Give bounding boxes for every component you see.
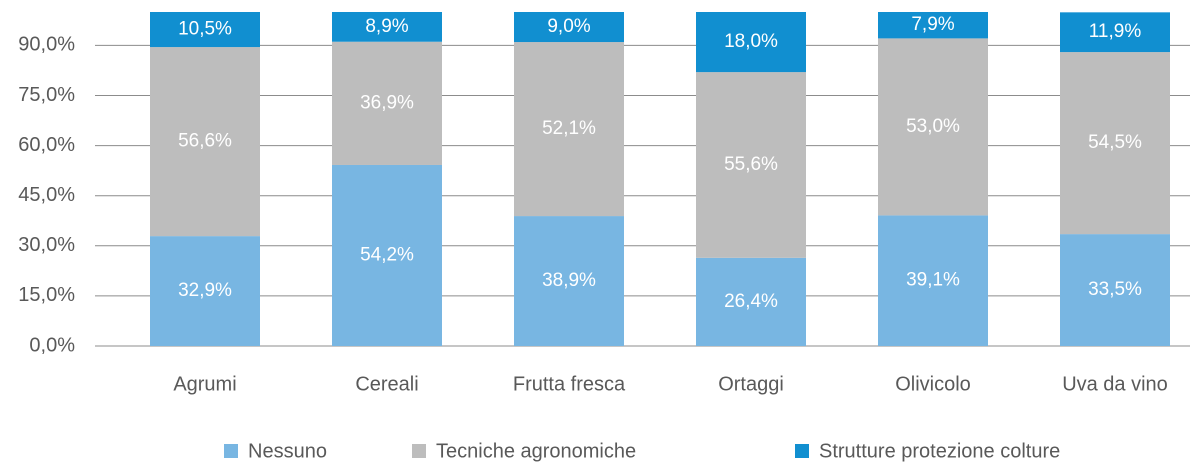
data-label: 39,1% — [906, 270, 960, 291]
y-tick-label: 0,0% — [29, 334, 75, 356]
bar-segment — [696, 12, 806, 73]
data-label: 54,5% — [1088, 132, 1142, 153]
data-label: 8,9% — [365, 16, 408, 37]
bar-segment — [150, 236, 260, 346]
x-tick-label: Cereali — [355, 373, 418, 395]
data-label: 38,9% — [542, 270, 596, 291]
bar-segment — [1060, 52, 1170, 235]
legend-swatch — [412, 444, 426, 458]
y-tick-label: 75,0% — [18, 84, 75, 106]
bar-segment — [332, 41, 442, 165]
data-label: 18,0% — [724, 31, 778, 52]
y-tick-label: 60,0% — [18, 134, 75, 156]
bar-segment — [696, 257, 806, 346]
y-tick-label: 15,0% — [18, 284, 75, 306]
data-label: 10,5% — [178, 19, 232, 40]
data-label: 26,4% — [724, 291, 778, 312]
bar-segment — [878, 12, 988, 39]
data-label: 55,6% — [724, 154, 778, 175]
bar-segment — [696, 72, 806, 258]
data-label: 9,0% — [547, 16, 590, 37]
x-tick-label: Ortaggi — [718, 373, 784, 395]
bar-segment — [332, 164, 442, 346]
bar-segment — [514, 216, 624, 346]
y-tick-label: 90,0% — [18, 34, 75, 56]
y-tick-label: 45,0% — [18, 184, 75, 206]
bar-segment — [150, 47, 260, 237]
legend-label: Tecniche agronomiche — [436, 440, 636, 462]
data-label: 32,9% — [178, 280, 232, 301]
x-tick-label: Agrumi — [173, 373, 236, 395]
data-label: 7,9% — [911, 14, 954, 35]
x-tick-label: Frutta fresca — [513, 373, 626, 395]
y-tick-label: 30,0% — [18, 234, 75, 256]
legend-label: Strutture protezione colture — [819, 440, 1060, 462]
data-label: 56,6% — [178, 131, 232, 152]
bar-segment — [514, 12, 624, 43]
legend-label: Nessuno — [248, 440, 327, 462]
data-label: 33,5% — [1088, 279, 1142, 300]
x-tick-label: Olivicolo — [895, 373, 971, 395]
x-tick-label: Uva da vino — [1062, 373, 1168, 395]
data-label: 52,1% — [542, 118, 596, 139]
legend-swatch — [795, 444, 809, 458]
bar-segment — [1060, 234, 1170, 346]
legend-swatch — [224, 444, 238, 458]
bar-segment — [878, 215, 988, 346]
bar-segment — [1060, 12, 1170, 53]
data-label: 53,0% — [906, 116, 960, 137]
data-label: 11,9% — [1089, 21, 1142, 42]
bar-segment — [878, 38, 988, 216]
bar-segment — [332, 12, 442, 42]
bar-segment — [514, 42, 624, 217]
data-label: 36,9% — [360, 92, 414, 113]
data-label: 54,2% — [360, 245, 414, 266]
bar-segment — [150, 12, 260, 48]
